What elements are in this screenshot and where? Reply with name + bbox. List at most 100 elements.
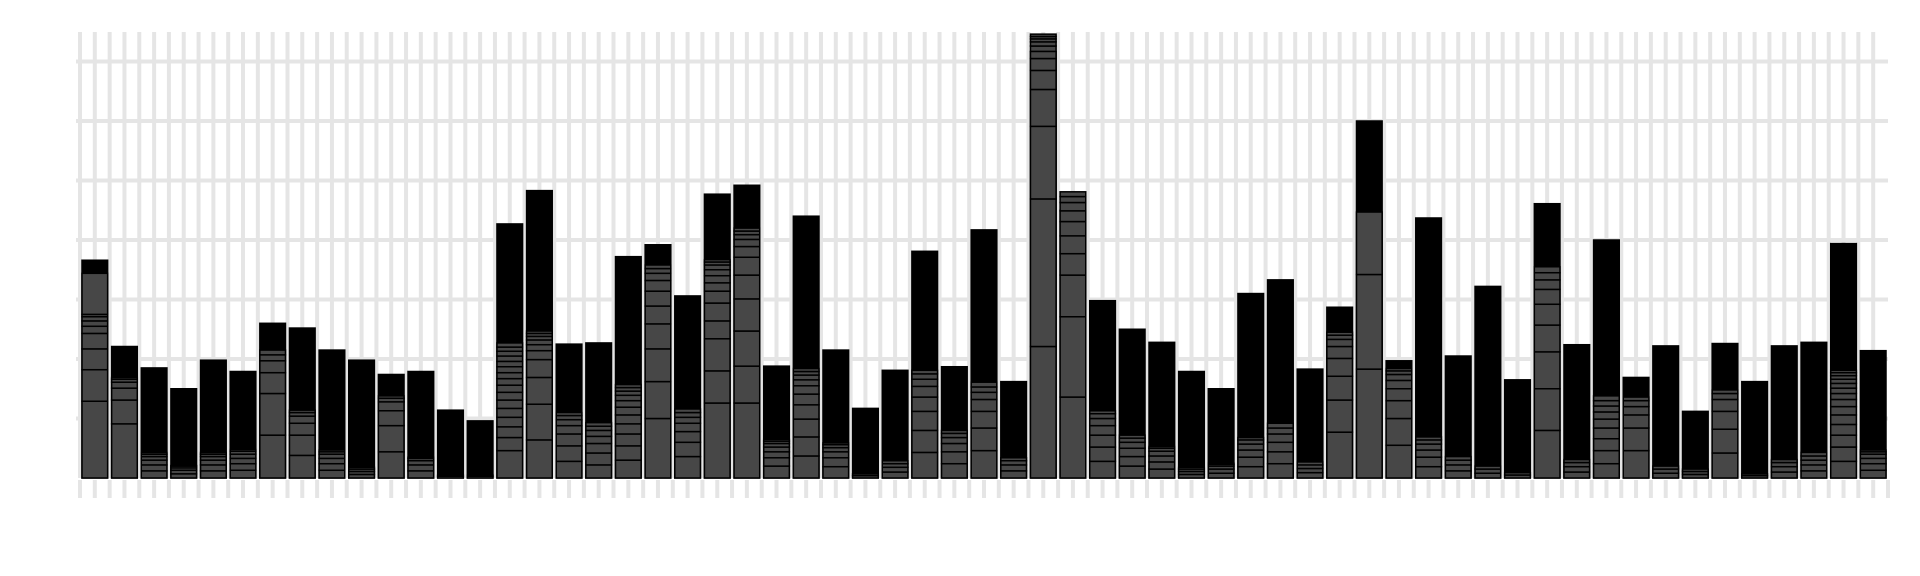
bar-segment — [940, 451, 968, 465]
bar-segment — [288, 422, 316, 436]
bar-segment — [1681, 468, 1709, 473]
bar-segment — [377, 401, 405, 412]
bar-segment — [644, 290, 672, 307]
bar-segment — [199, 464, 227, 472]
bar-segment — [1029, 69, 1057, 91]
bar — [1829, 242, 1858, 479]
bar-segment — [1266, 422, 1294, 429]
bar-segment — [496, 360, 524, 368]
bar-segment — [585, 421, 613, 427]
bar-segment — [644, 279, 672, 292]
bar-segment — [1533, 271, 1561, 281]
bar — [1326, 306, 1354, 479]
bar — [1859, 349, 1887, 479]
bar-segment — [288, 409, 316, 414]
bar — [525, 189, 553, 479]
bar-segment — [940, 436, 968, 445]
bar-segment-top — [851, 407, 880, 479]
bar-segment — [496, 416, 524, 428]
bar-segment — [110, 399, 139, 425]
bar-segment — [792, 379, 820, 387]
bar-segment — [1385, 417, 1413, 447]
bar — [377, 373, 405, 479]
bar-segment — [496, 371, 524, 380]
bar-segment — [288, 434, 316, 457]
bar-segment — [762, 451, 791, 459]
bar-segment — [940, 462, 968, 479]
bar-segment — [1444, 455, 1472, 461]
bar-segment — [199, 451, 227, 455]
bar-segment — [1592, 449, 1620, 465]
bar-segment — [496, 355, 524, 363]
bar — [1770, 345, 1798, 479]
bar-segment — [1296, 471, 1324, 479]
bar-segment — [674, 422, 702, 433]
bar-segment — [1622, 427, 1650, 452]
bar-segment — [1592, 462, 1620, 479]
bar-segment — [1563, 458, 1591, 464]
bar-segment-top — [1563, 343, 1591, 479]
bar-segment — [1829, 387, 1858, 395]
bar-segment — [525, 376, 553, 405]
bar-segment — [1326, 375, 1354, 401]
bar-segment — [1592, 427, 1620, 440]
bar-segment — [822, 442, 850, 446]
bar-segment — [496, 436, 524, 452]
bar-segment — [703, 269, 731, 277]
bar-segment — [674, 455, 702, 479]
bar-segment — [674, 441, 702, 458]
bar-segment — [1829, 405, 1858, 416]
bar-segment — [259, 360, 287, 374]
bar-segment — [555, 445, 583, 463]
bar-segment — [1355, 211, 1383, 276]
bar-segment — [733, 245, 761, 259]
bar-segment — [970, 449, 998, 479]
bar-segment — [1533, 388, 1561, 432]
bar-segment — [140, 470, 168, 479]
bar-segment — [1148, 468, 1176, 479]
bar-segment — [1266, 451, 1294, 465]
bar-segment — [525, 403, 553, 441]
bar-segment — [1385, 444, 1413, 479]
bar-segment — [318, 449, 346, 453]
bar-segment — [1029, 50, 1057, 60]
bar-segment — [1415, 456, 1443, 468]
bar-segment-top — [436, 409, 465, 479]
bar — [851, 407, 880, 479]
bar-segment — [1592, 437, 1620, 452]
bar-segment — [881, 471, 909, 479]
bar-segment — [1326, 345, 1354, 360]
bar-segment — [970, 381, 998, 388]
bar-segment — [1711, 392, 1739, 401]
bar-segment — [1266, 433, 1294, 444]
bar-segment — [1829, 414, 1858, 426]
bar — [762, 365, 791, 479]
bar-segment — [81, 400, 109, 479]
bar-segment — [1533, 324, 1561, 353]
bar-segment — [525, 349, 553, 361]
bars — [81, 33, 1887, 479]
bar-segment — [1088, 424, 1117, 436]
bar-segment-top — [1681, 410, 1709, 479]
bar-segment — [496, 342, 524, 348]
bar-segment — [555, 424, 583, 435]
bar-segment — [940, 442, 968, 453]
bar-segment — [1444, 464, 1472, 472]
bar-segment — [525, 330, 553, 335]
bar-segment — [703, 290, 731, 304]
bar-segment — [110, 381, 139, 389]
bar-segment — [1711, 410, 1739, 430]
bar-segment — [644, 323, 672, 350]
bar-segment — [1533, 288, 1561, 306]
bar-segment — [377, 410, 405, 427]
bar-segment — [1118, 447, 1146, 458]
bar-segment — [762, 438, 791, 442]
bar-segment — [525, 343, 553, 352]
bar-segment — [970, 398, 998, 413]
bar — [1088, 299, 1117, 479]
bar-segment — [81, 272, 109, 316]
bar — [911, 250, 939, 479]
bar-segment — [1237, 465, 1265, 479]
bar — [1118, 328, 1146, 479]
